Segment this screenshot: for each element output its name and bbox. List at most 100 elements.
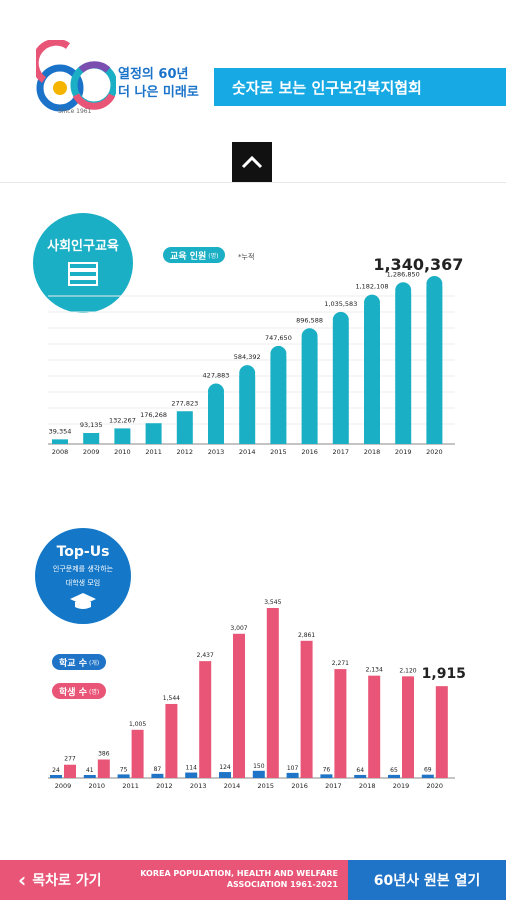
data-label-students: 1,915	[422, 666, 466, 682]
bar	[114, 428, 131, 444]
bar-cap	[270, 345, 287, 362]
bar	[83, 433, 100, 444]
cumulative-note: *누적	[238, 253, 255, 261]
bar-students	[300, 640, 313, 778]
legend-schools-unit: (개)	[88, 659, 100, 667]
legend-students: 학생 수 (명)	[52, 683, 107, 699]
books-icon	[68, 262, 98, 286]
data-label: 93,135	[80, 421, 103, 429]
bar-cap	[301, 328, 318, 345]
data-label: 1,340,367	[373, 255, 463, 274]
slogan: 열정의 60년 더 나은 미래로	[118, 66, 199, 102]
bar-students	[131, 729, 144, 778]
bar	[176, 411, 193, 444]
bar-schools	[286, 772, 299, 778]
footer-left: ‹ 목차로 가기 KOREA POPULATION, HEALTH AND WE…	[0, 860, 348, 900]
slogan-line-2: 더 나은 미래로	[118, 85, 199, 100]
data-label-students: 2,861	[298, 632, 315, 639]
bar	[145, 423, 162, 444]
bar-schools	[185, 772, 198, 778]
data-label: 896,588	[296, 316, 323, 324]
x-tick-label: 2010	[114, 448, 131, 456]
open-original-button[interactable]: 60년사 원본 열기	[348, 860, 506, 900]
bar	[364, 304, 380, 444]
back-to-toc-button[interactable]: ‹ 목차로 가기	[18, 860, 102, 900]
x-tick-label: 2019	[395, 448, 412, 456]
data-label-schools: 24	[52, 767, 60, 774]
x-tick-label: 2016	[301, 448, 318, 456]
logo-60-icon	[36, 40, 116, 112]
association-line-2: ASSOCIATION 1961-2021	[226, 880, 338, 889]
bar-students	[402, 676, 414, 778]
data-label-students: 277	[64, 756, 76, 763]
bar-cap	[364, 294, 380, 311]
data-label: 1,182,108	[355, 283, 388, 291]
chevron-left-icon: ‹	[18, 868, 27, 892]
legend-education-label: 교육 인원	[170, 251, 207, 262]
data-label-schools: 76	[323, 766, 331, 773]
x-tick-label: 2020	[426, 448, 443, 456]
x-tick-label: 2012	[177, 448, 194, 456]
topus-badge-sub-1: 인구문제를 생각하는	[52, 565, 114, 573]
x-tick-label: 2014	[239, 448, 256, 456]
data-label: 277,823	[171, 399, 198, 407]
data-label: 584,392	[234, 353, 261, 361]
bar-students	[199, 661, 212, 778]
bar-students	[334, 669, 347, 778]
data-label-schools: 41	[86, 767, 94, 774]
data-label-schools: 114	[185, 765, 197, 772]
association-name: KOREA POPULATION, HEALTH AND WELFARE ASS…	[140, 868, 338, 890]
data-label-schools: 65	[390, 767, 398, 774]
bar-cap	[239, 365, 256, 382]
bar	[52, 439, 68, 444]
data-label-students: 386	[98, 750, 110, 757]
data-label-students: 2,120	[399, 667, 416, 674]
x-tick-label: 2016	[291, 782, 308, 790]
legend-education: 교육 인원 (명)	[163, 247, 226, 263]
x-tick-label: 2017	[333, 448, 350, 456]
x-tick-label: 2014	[224, 782, 241, 790]
data-label-students: 1,005	[129, 721, 146, 728]
data-label-students: 2,134	[366, 667, 383, 674]
data-label: 747,650	[265, 334, 292, 342]
bar-schools	[252, 770, 265, 778]
bar-cap	[208, 383, 224, 400]
x-tick-label: 2013	[190, 782, 207, 790]
bar	[395, 292, 412, 444]
legend-students-unit: (명)	[88, 688, 100, 696]
footer: ‹ 목차로 가기 KOREA POPULATION, HEALTH AND WE…	[0, 860, 506, 900]
x-tick-label: 2013	[208, 448, 225, 456]
divider	[0, 182, 506, 183]
data-label-students: 3,007	[230, 625, 247, 632]
page-title: 숫자로 보는 인구보건복지협회	[214, 68, 506, 106]
bar-schools	[83, 775, 96, 778]
bar-schools	[388, 774, 400, 778]
bar-schools	[117, 774, 130, 778]
bar-schools	[219, 772, 231, 778]
data-label-schools: 75	[120, 766, 128, 773]
x-tick-label: 2011	[122, 782, 139, 790]
x-tick-label: 2011	[145, 448, 162, 456]
association-line-1: KOREA POPULATION, HEALTH AND WELFARE	[140, 869, 338, 878]
topus-badge-sub-2: 대학생 모임	[65, 579, 101, 587]
bar-schools	[354, 774, 367, 778]
topus-badge-title: Top-Us	[56, 544, 110, 560]
data-label-schools: 69	[424, 767, 432, 774]
header: Since 1961 열정의 60년 더 나은 미래로 숫자로 보는 인구보건복…	[0, 0, 506, 125]
bar-cap	[332, 311, 349, 328]
legend-students-label: 학생 수	[59, 687, 87, 698]
data-label-schools: 150	[253, 763, 265, 770]
x-tick-label: 2009	[55, 782, 72, 790]
bar-students	[435, 686, 448, 778]
scroll-up-button[interactable]	[232, 142, 272, 182]
legend-schools-label: 학교 수	[59, 658, 87, 669]
topus-chart: 24 277 2009 41 386 2010 75 1,005 2011 87 1,544 2012…	[48, 599, 466, 790]
data-label: 427,883	[203, 372, 230, 380]
x-tick-label: 2020	[427, 782, 444, 790]
x-tick-label: 2009	[83, 448, 100, 456]
bar	[208, 393, 224, 444]
data-label-schools: 107	[287, 765, 299, 772]
data-label: 39,354	[49, 427, 72, 435]
data-label-students: 2,271	[332, 660, 349, 667]
bar	[270, 355, 287, 444]
